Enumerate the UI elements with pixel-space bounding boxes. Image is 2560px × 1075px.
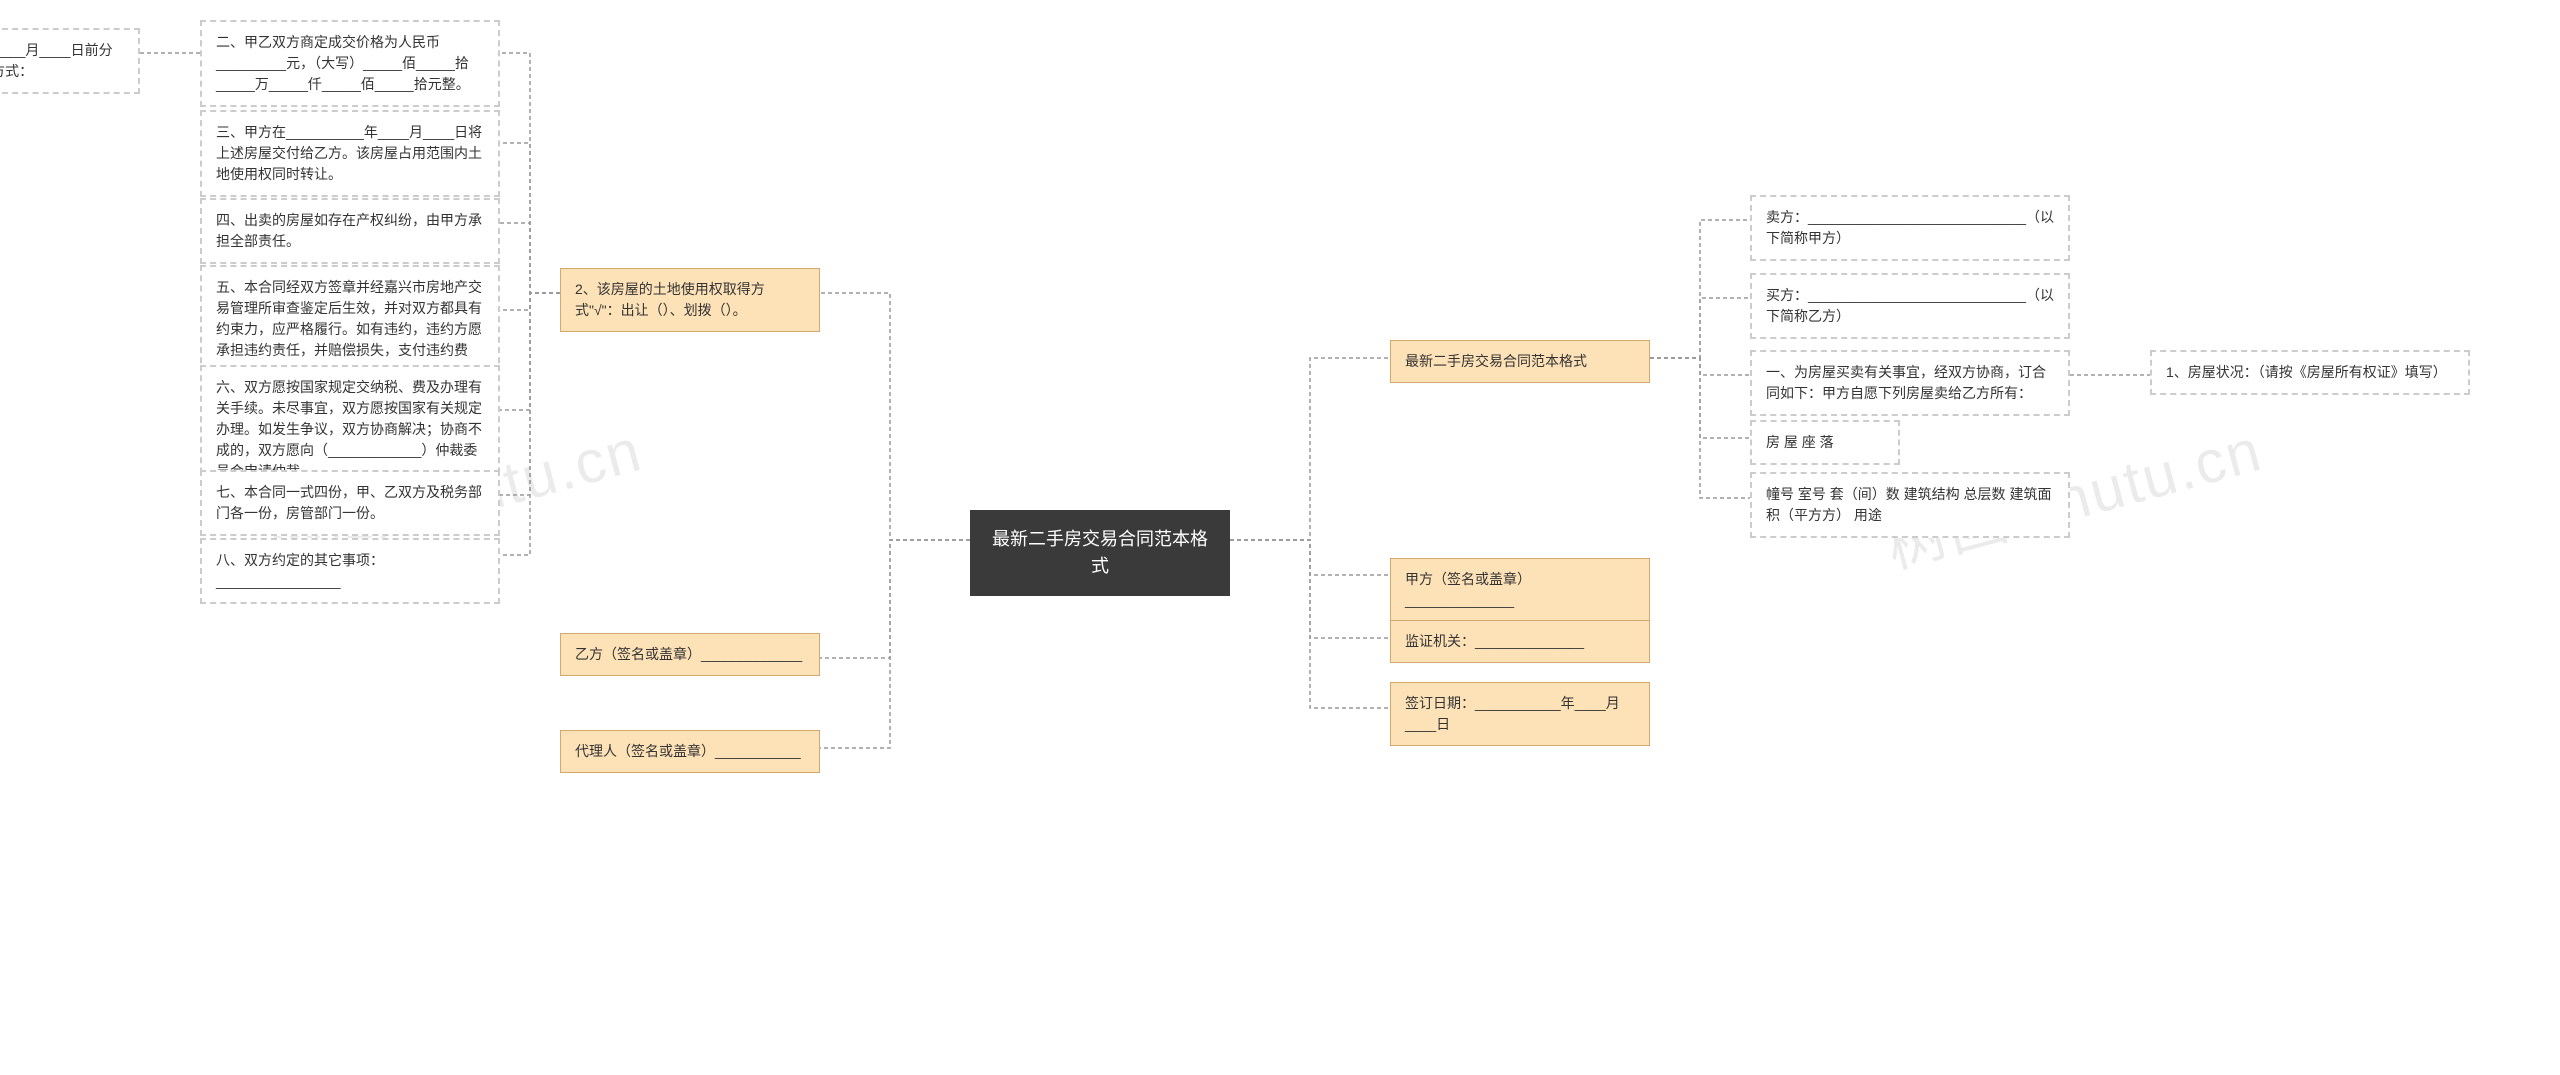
right-main-branch: 最新二手房交易合同范本格式 — [1390, 340, 1650, 383]
left-leaf-3: 四、出卖的房屋如存在产权纠纷，由甲方承担全部责任。 — [200, 198, 500, 264]
center-node: 最新二手房交易合同范本格式 — [970, 510, 1230, 596]
left-leaf-1: 二、甲乙双方商定成交价格为人民币_________元，（大写）_____佰___… — [200, 20, 500, 107]
right-leaf-3: 一、为房屋买卖有关事宜，经双方协商，订合同如下：甲方自愿下列房屋卖给乙方所有： — [1750, 350, 2070, 416]
left-sub-1: 乙方（签名或盖章）_____________ — [560, 633, 820, 676]
right-sub-2: 监证机关：______________ — [1390, 620, 1650, 663]
right-sub-3: 签订日期：___________年____月____日 — [1390, 682, 1650, 746]
left-leaf-6: 七、本合同一式四份，甲、乙双方及税务部门各一份，房管部门一份。 — [200, 470, 500, 536]
right-far-leaf: 1、房屋状况：（请按《房屋所有权证》填写） — [2150, 350, 2470, 395]
right-sub-1: 甲方（签名或盖章）______________ — [1390, 558, 1650, 622]
left-leaf-2: 三、甲方在__________年____月____日将上述房屋交付给乙方。该房屋… — [200, 110, 500, 197]
left-far-leaf: 乙方在________年____月____日前分____次付清，付款方式： — [0, 28, 140, 94]
left-main-branch: 2、该房屋的土地使用权取得方式"√"：出让（）、划拨（）。 — [560, 268, 820, 332]
left-sub-2: 代理人（签名或盖章）___________ — [560, 730, 820, 773]
left-leaf-7: 八、双方约定的其它事项：________________ — [200, 538, 500, 604]
right-leaf-2: 买方：____________________________（以下简称乙方） — [1750, 273, 2070, 339]
right-leaf-1: 卖方：____________________________（以下简称甲方） — [1750, 195, 2070, 261]
right-leaf-5: 幢号 室号 套（间）数 建筑结构 总层数 建筑面积（平方方） 用途 — [1750, 472, 2070, 538]
right-leaf-4: 房 屋 座 落 — [1750, 420, 1900, 465]
